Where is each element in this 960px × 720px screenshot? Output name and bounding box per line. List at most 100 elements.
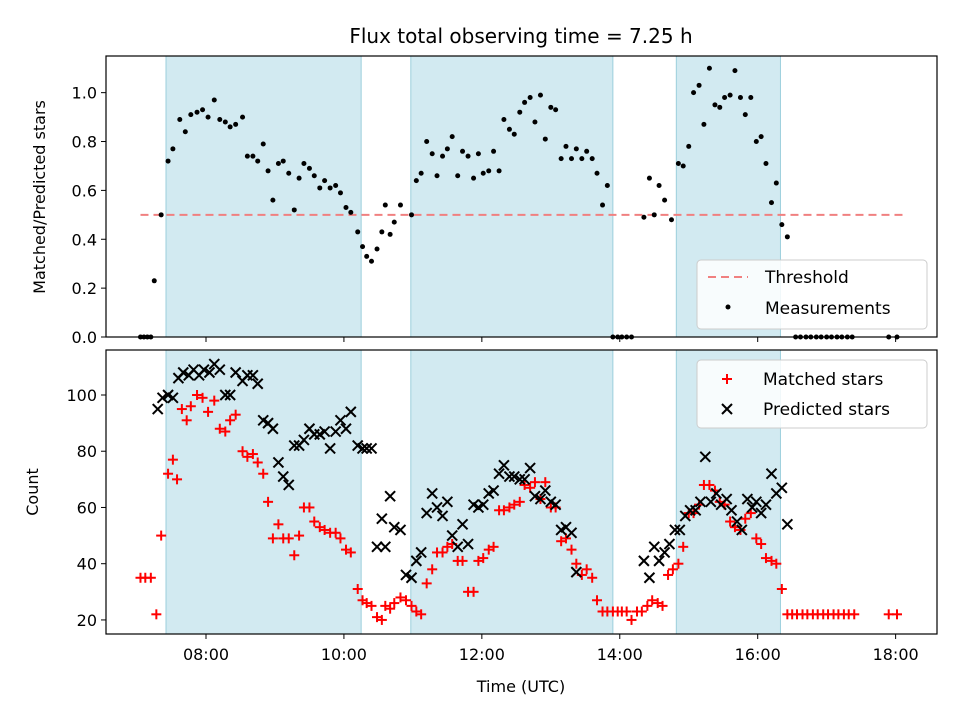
chart-title: Flux total observing time = 7.25 h bbox=[349, 24, 692, 48]
measurement-point bbox=[573, 146, 579, 152]
matched-star-point bbox=[163, 468, 174, 479]
matched-star-point bbox=[642, 600, 653, 611]
measurement-point bbox=[391, 219, 397, 225]
measurement-point bbox=[717, 104, 723, 110]
predicted-star-point bbox=[741, 493, 754, 505]
measurement-point bbox=[737, 95, 743, 101]
shaded-interval-1 bbox=[165, 350, 362, 634]
top-legend: Threshold Measurements bbox=[696, 259, 928, 330]
matched-star-point bbox=[185, 401, 196, 412]
matched-star-point bbox=[673, 558, 684, 569]
predicted-star-point bbox=[694, 496, 707, 508]
measurement-point bbox=[727, 92, 733, 98]
predicted-star-point bbox=[214, 363, 226, 376]
predicted-star-point bbox=[514, 473, 526, 486]
matched-star-point bbox=[220, 426, 231, 437]
predicted-star-point bbox=[498, 459, 510, 471]
predicted-star-point bbox=[750, 496, 763, 508]
measurement-point bbox=[424, 139, 430, 145]
predicted-star-point bbox=[283, 479, 295, 491]
matched-star-point bbox=[437, 547, 448, 558]
matched-star-point bbox=[176, 404, 187, 415]
measurement-point bbox=[784, 234, 790, 240]
measurement-point bbox=[517, 109, 523, 115]
matched-star-point bbox=[376, 614, 387, 625]
matched-star-point bbox=[192, 389, 203, 400]
predicted-star-point bbox=[247, 369, 259, 382]
matched-star-point bbox=[704, 479, 715, 490]
measurement-point bbox=[594, 170, 600, 176]
predicted-star-point bbox=[365, 442, 378, 455]
matched-star-point bbox=[172, 474, 183, 485]
measurement-point bbox=[455, 173, 461, 179]
measurement-point bbox=[465, 153, 471, 159]
top-y-tick-label: 0.0 bbox=[72, 328, 97, 347]
measurement-point bbox=[409, 212, 415, 218]
predicted-star-point bbox=[229, 366, 242, 379]
matched-star-point bbox=[514, 496, 525, 507]
measurement-point bbox=[177, 117, 183, 123]
matched-star-point bbox=[636, 606, 647, 617]
measurement-point bbox=[286, 170, 292, 176]
measurement-point bbox=[343, 204, 349, 210]
measurement-point bbox=[317, 185, 323, 191]
measurement-point bbox=[662, 197, 668, 203]
bottom-panel-frame bbox=[105, 349, 938, 635]
matched-star-point bbox=[468, 586, 479, 597]
predicted-star-point bbox=[638, 555, 650, 567]
top-panel: 0.0 0.2 0.4 0.6 0.8 1.0 Matched/Predicted sta… bbox=[30, 55, 938, 347]
measurement-point bbox=[753, 139, 759, 145]
bottom-y-axis: 20 40 60 80 100 bbox=[66, 386, 106, 630]
measurement-point bbox=[418, 170, 424, 176]
measurement-point bbox=[369, 258, 375, 264]
top-legend-box bbox=[696, 259, 928, 330]
predicted-star-point bbox=[462, 538, 474, 550]
predicted-star-point bbox=[288, 439, 300, 452]
measurement-point bbox=[360, 244, 366, 250]
matched-star-point bbox=[273, 519, 284, 530]
matched-star-point bbox=[771, 558, 782, 569]
measurement-point bbox=[568, 156, 574, 162]
predicted-star-point bbox=[446, 529, 458, 542]
measurement-point bbox=[194, 109, 200, 115]
measurement-point bbox=[558, 156, 564, 162]
predicted-star-point bbox=[388, 521, 400, 533]
matched-star-point bbox=[389, 598, 400, 609]
measurement-point bbox=[496, 168, 502, 174]
measurement-point bbox=[748, 95, 754, 101]
matched-star-point bbox=[319, 524, 330, 535]
matched-star-point bbox=[457, 555, 468, 566]
measurement-point bbox=[542, 136, 548, 142]
predicted-star-point bbox=[277, 470, 289, 483]
predicted-star-point bbox=[518, 473, 531, 486]
predicted-star-point bbox=[524, 462, 536, 474]
measurement-point bbox=[182, 129, 188, 135]
measurement-point bbox=[501, 117, 507, 123]
measurement-point bbox=[337, 190, 343, 196]
predicted-star-point bbox=[405, 572, 418, 584]
measurement-point bbox=[311, 173, 317, 179]
predicted-star-point bbox=[534, 493, 547, 505]
predicted-star-point bbox=[565, 527, 578, 539]
bottom-y-tick-label: 60 bbox=[77, 498, 97, 517]
matched-star-point bbox=[756, 539, 767, 550]
measurement-point bbox=[773, 180, 779, 186]
predicted-star-point bbox=[356, 442, 369, 455]
shaded-interval-2 bbox=[410, 350, 613, 634]
predicted-star-point bbox=[720, 493, 733, 505]
bottom-y-axis-label: Count bbox=[23, 468, 42, 516]
measurement-point bbox=[527, 95, 533, 101]
predicted-star-point bbox=[746, 501, 758, 514]
matched-star-point bbox=[242, 451, 253, 462]
legend-threshold-label: Threshold bbox=[764, 268, 849, 288]
predicted-star-point bbox=[658, 546, 671, 559]
measurement-point bbox=[475, 151, 481, 157]
measurement-point bbox=[440, 153, 446, 159]
matched-star-point bbox=[725, 516, 736, 527]
matched-star-point bbox=[663, 569, 674, 580]
matched-star-point bbox=[214, 423, 225, 434]
predicted-star-point bbox=[198, 363, 210, 376]
predicted-star-point bbox=[376, 513, 388, 525]
bottom-legend-box bbox=[696, 359, 928, 429]
